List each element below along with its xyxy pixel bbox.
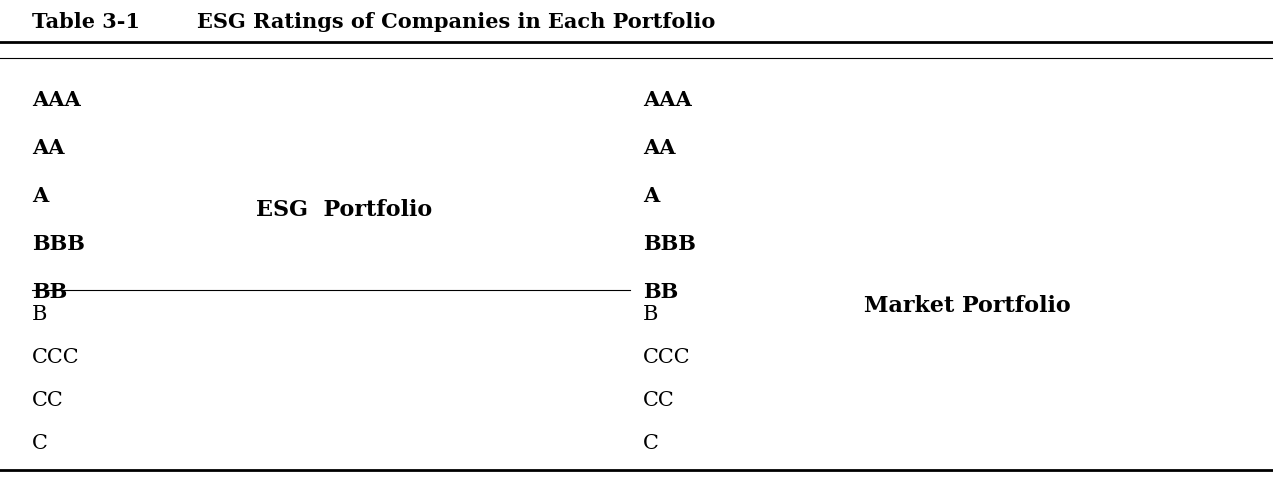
Text: A: A [643, 186, 659, 206]
Text: B: B [643, 305, 658, 324]
Text: A: A [32, 186, 48, 206]
Text: C: C [643, 434, 658, 453]
Text: AA: AA [32, 138, 65, 158]
Text: BB: BB [32, 282, 67, 302]
Text: CC: CC [643, 391, 675, 410]
Text: BBB: BBB [32, 234, 85, 254]
Text: BBB: BBB [643, 234, 696, 254]
Text: CCC: CCC [643, 348, 690, 367]
Text: ESG  Portfolio: ESG Portfolio [256, 199, 432, 221]
Text: AA: AA [643, 138, 676, 158]
Text: AAA: AAA [32, 90, 80, 110]
Text: C: C [32, 434, 47, 453]
Text: Table 3-1: Table 3-1 [32, 12, 140, 32]
Text: BB: BB [643, 282, 679, 302]
Text: CCC: CCC [32, 348, 79, 367]
Text: B: B [32, 305, 47, 324]
Text: Market Portfolio: Market Portfolio [864, 295, 1071, 317]
Text: CC: CC [32, 391, 64, 410]
Text: ESG Ratings of Companies in Each Portfolio: ESG Ratings of Companies in Each Portfol… [197, 12, 715, 32]
Text: AAA: AAA [643, 90, 691, 110]
